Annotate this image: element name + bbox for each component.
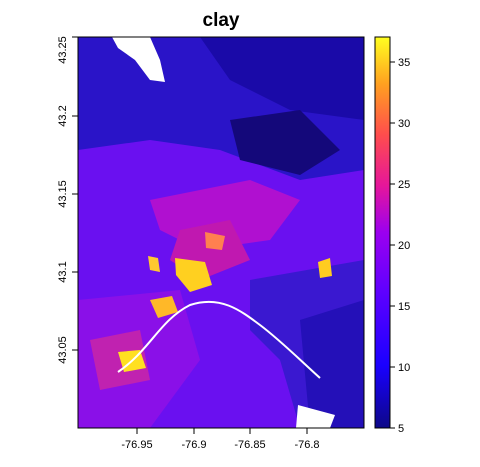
raster-zone-southwest-magenta (90, 330, 150, 390)
color-legend: 5 10 15 20 25 30 35 (374, 36, 410, 435)
legend-tick-label: 15 (398, 301, 410, 313)
raster-zone-dark (230, 110, 340, 175)
y-tick-label: 43.1 (57, 261, 69, 282)
raster-patch-orange (205, 232, 225, 250)
raster-zone-river (300, 300, 364, 428)
y-tick-label: 43.05 (57, 336, 69, 364)
y-axis: 43.05 43.1 43.15 43.2 43.25 (57, 36, 78, 364)
y-tick-label: 43.15 (57, 180, 69, 208)
map-title: clay (202, 10, 240, 31)
x-tick-label: -76.95 (121, 439, 152, 451)
raster-zone-northeast (200, 37, 364, 120)
x-tick-label: -76.8 (294, 439, 319, 451)
river-line (117, 300, 321, 379)
legend-tick-label: 5 (398, 423, 404, 435)
legend-tick-label: 35 (398, 57, 410, 69)
x-tick-label: -76.85 (234, 439, 265, 451)
raster-patch-yellow-b (148, 256, 160, 272)
y-tick-label: 43.25 (57, 36, 69, 64)
legend-tick-label: 30 (398, 118, 410, 130)
legend-tick-label: 25 (398, 179, 410, 191)
legend-tick-label: 10 (398, 362, 410, 374)
legend-tick-label: 20 (398, 240, 410, 252)
raster-patch-yellow-e (318, 258, 332, 278)
x-tick-label: -76.9 (181, 439, 206, 451)
nodata-north (112, 37, 165, 82)
raster-patch-yellow-c (150, 296, 178, 318)
nodata-south (296, 405, 335, 428)
y-tick-label: 43.2 (57, 105, 69, 126)
map-frame (77, 36, 365, 429)
x-axis: -76.95 -76.9 -76.85 -76.8 (121, 428, 320, 451)
color-bar (374, 36, 391, 429)
raster-patch-yellow-a (175, 258, 212, 292)
raster-map (78, 37, 364, 428)
